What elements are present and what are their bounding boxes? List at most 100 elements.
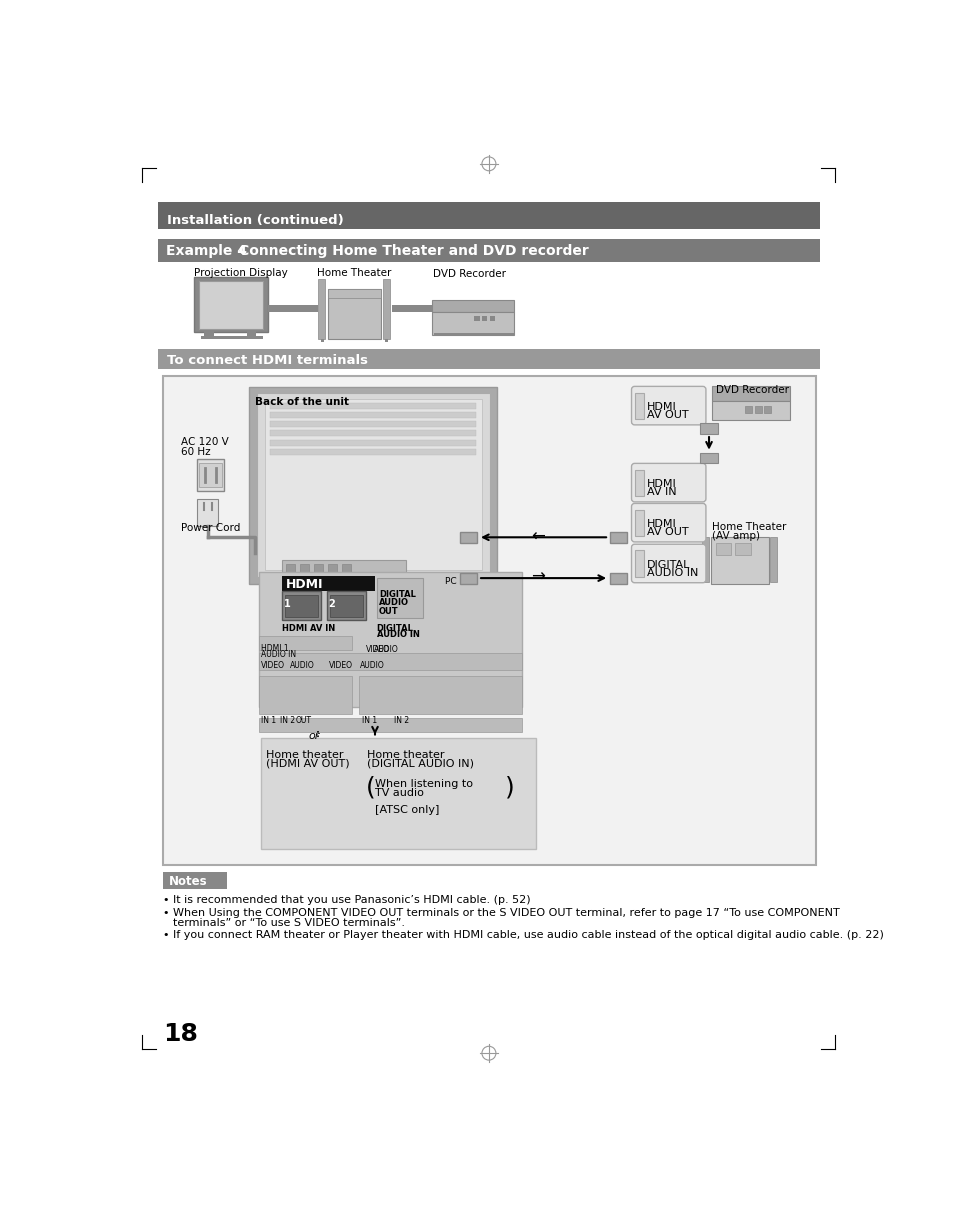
Text: HDMI: HDMI: [646, 401, 676, 412]
Circle shape: [332, 307, 343, 318]
Circle shape: [399, 678, 410, 689]
FancyBboxPatch shape: [700, 423, 717, 434]
Text: OUT: OUT: [378, 606, 398, 616]
Text: HDMI: HDMI: [646, 478, 676, 489]
FancyBboxPatch shape: [744, 406, 752, 413]
Text: 18: 18: [163, 1022, 198, 1046]
Text: Back of the unit: Back of the unit: [254, 398, 349, 407]
FancyBboxPatch shape: [196, 499, 218, 525]
FancyBboxPatch shape: [299, 564, 309, 576]
FancyBboxPatch shape: [631, 464, 705, 501]
Text: TV audio: TV audio: [375, 788, 423, 799]
Text: Home theater: Home theater: [266, 750, 344, 760]
Text: • If you connect RAM theater or Player theater with HDMI cable, use audio cable : • If you connect RAM theater or Player t…: [163, 930, 883, 940]
FancyBboxPatch shape: [392, 305, 432, 312]
FancyBboxPatch shape: [735, 543, 750, 556]
FancyBboxPatch shape: [258, 636, 352, 649]
FancyBboxPatch shape: [634, 393, 643, 418]
FancyBboxPatch shape: [200, 336, 262, 340]
Text: VIDEO: VIDEO: [261, 662, 285, 670]
Text: Home Theater: Home Theater: [711, 522, 785, 531]
FancyBboxPatch shape: [330, 595, 362, 617]
FancyBboxPatch shape: [711, 386, 789, 401]
FancyBboxPatch shape: [258, 572, 521, 706]
Text: [ATSC only]: [ATSC only]: [375, 805, 439, 816]
FancyBboxPatch shape: [163, 376, 815, 864]
Circle shape: [348, 307, 358, 318]
Text: (HDMI AV OUT): (HDMI AV OUT): [266, 758, 350, 769]
FancyBboxPatch shape: [711, 401, 789, 421]
FancyBboxPatch shape: [341, 564, 351, 576]
Text: Example 4: Example 4: [166, 243, 247, 258]
Circle shape: [280, 678, 291, 689]
FancyBboxPatch shape: [285, 595, 317, 617]
Circle shape: [716, 558, 728, 570]
FancyBboxPatch shape: [282, 592, 320, 621]
Text: OUT: OUT: [295, 716, 312, 725]
FancyBboxPatch shape: [196, 459, 224, 492]
FancyBboxPatch shape: [320, 339, 323, 342]
FancyBboxPatch shape: [158, 239, 819, 261]
FancyBboxPatch shape: [634, 470, 643, 495]
FancyBboxPatch shape: [199, 281, 263, 329]
Text: HDMI: HDMI: [286, 577, 323, 590]
FancyBboxPatch shape: [634, 551, 643, 576]
FancyBboxPatch shape: [434, 334, 513, 335]
Circle shape: [382, 678, 394, 689]
FancyBboxPatch shape: [700, 453, 717, 464]
Circle shape: [399, 687, 410, 698]
FancyBboxPatch shape: [631, 387, 705, 425]
Text: (AV amp): (AV amp): [711, 531, 760, 541]
FancyBboxPatch shape: [258, 676, 352, 715]
FancyBboxPatch shape: [249, 387, 497, 583]
Text: AV IN: AV IN: [646, 487, 676, 498]
FancyBboxPatch shape: [328, 288, 381, 298]
Circle shape: [735, 558, 747, 570]
FancyBboxPatch shape: [318, 278, 325, 339]
FancyBboxPatch shape: [432, 300, 513, 312]
Text: • It is recommended that you use Panasonic’s HDMI cable. (p. 52): • It is recommended that you use Panason…: [163, 895, 531, 905]
Text: DIGITAL: DIGITAL: [378, 589, 416, 599]
Circle shape: [295, 678, 307, 689]
FancyBboxPatch shape: [609, 572, 626, 583]
Text: VIDEO: VIDEO: [365, 645, 389, 654]
FancyBboxPatch shape: [710, 537, 768, 583]
Text: DIGITAL: DIGITAL: [376, 623, 413, 633]
FancyBboxPatch shape: [763, 406, 770, 413]
Circle shape: [365, 678, 376, 689]
Text: Home Theater: Home Theater: [316, 268, 391, 278]
Text: VIDEO: VIDEO: [328, 662, 352, 670]
FancyBboxPatch shape: [481, 316, 487, 321]
FancyBboxPatch shape: [258, 718, 521, 733]
Text: terminals” or “To use S VIDEO terminals”.: terminals” or “To use S VIDEO terminals”…: [173, 918, 405, 928]
Circle shape: [265, 678, 275, 689]
FancyBboxPatch shape: [270, 402, 476, 408]
Text: AV OUT: AV OUT: [646, 410, 688, 421]
FancyBboxPatch shape: [359, 676, 521, 715]
Text: ): ): [505, 776, 515, 800]
FancyBboxPatch shape: [474, 316, 479, 321]
FancyBboxPatch shape: [158, 348, 819, 369]
FancyBboxPatch shape: [270, 412, 476, 418]
Text: AUDIO: AUDIO: [378, 598, 409, 607]
FancyBboxPatch shape: [261, 737, 536, 850]
FancyBboxPatch shape: [716, 543, 731, 556]
Text: AUDIO: AUDIO: [359, 662, 384, 670]
Text: HDMI AV IN: HDMI AV IN: [282, 623, 335, 633]
Text: AUDIO IN: AUDIO IN: [261, 651, 295, 659]
FancyBboxPatch shape: [609, 531, 626, 542]
FancyBboxPatch shape: [199, 463, 221, 487]
FancyBboxPatch shape: [194, 277, 268, 333]
FancyBboxPatch shape: [634, 510, 643, 536]
Circle shape: [295, 687, 307, 698]
Text: IN 2: IN 2: [394, 716, 409, 725]
Text: or: or: [308, 731, 319, 741]
Circle shape: [348, 321, 358, 331]
FancyBboxPatch shape: [769, 537, 777, 582]
FancyBboxPatch shape: [204, 331, 213, 336]
Text: HDMI 1: HDMI 1: [261, 643, 289, 653]
Text: To connect HDMI terminals: To connect HDMI terminals: [167, 354, 368, 366]
Text: Installation (continued): Installation (continued): [167, 213, 344, 227]
Circle shape: [332, 321, 343, 331]
Text: AC 120 V: AC 120 V: [181, 437, 229, 447]
